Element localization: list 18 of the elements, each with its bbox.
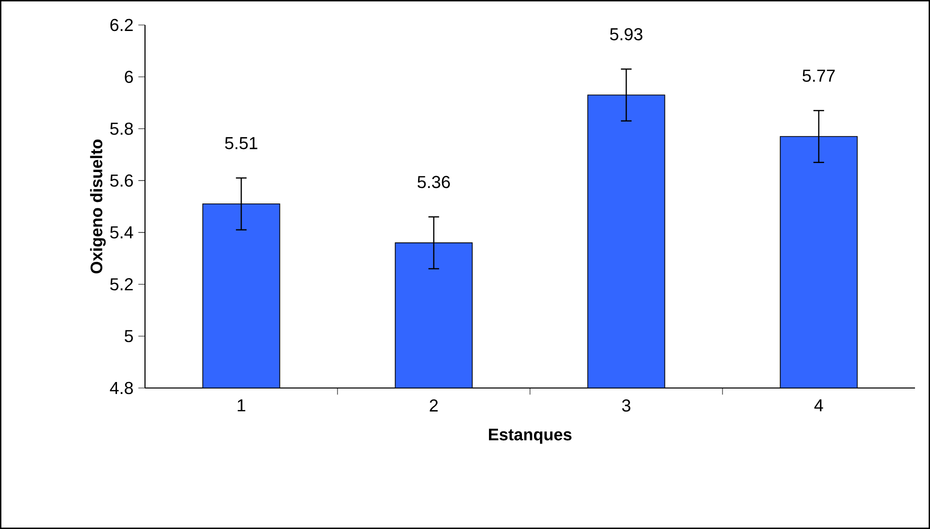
y-axis-title: Oxigeno disuelto [90,140,106,274]
x-tick-label: 4 [814,399,824,412]
y-tick-label: 6 [124,70,133,83]
y-tick-label: 4.8 [110,382,133,394]
x-tick-label: 2 [430,399,438,412]
x-axis-title: Estanques [488,428,572,444]
data-label: 5.36 [418,176,450,188]
y-tick-label: 5 [124,330,133,342]
y-tick-label: 6.2 [110,18,133,32]
x-tick-label: 3 [622,399,630,412]
y-tick-label: 5.4 [110,226,134,238]
data-label: 5.51 [225,137,258,150]
y-tick-label: 5.6 [110,174,133,187]
y-tick-label: 5.8 [110,122,133,135]
y-tick-label: 5.2 [110,278,133,290]
data-label: 5.93 [610,28,642,40]
x-tick-label: 1 [238,399,246,412]
data-label: 5.77 [802,70,835,82]
